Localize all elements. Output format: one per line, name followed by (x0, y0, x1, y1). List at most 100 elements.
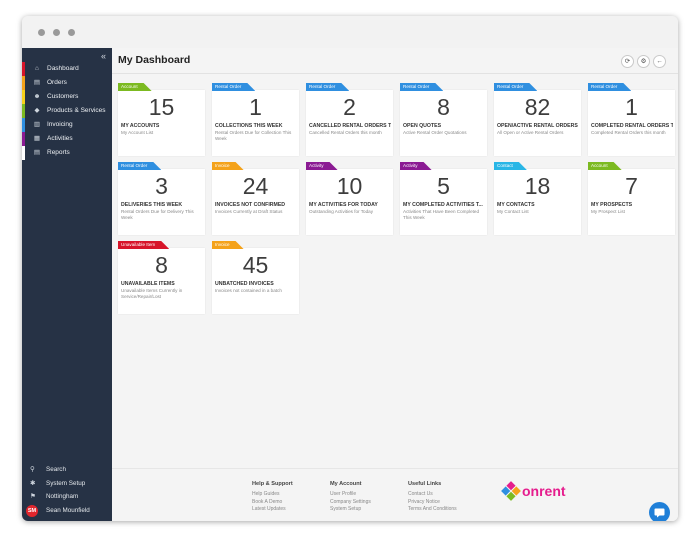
card-title: MY COMPLETED ACTIVITIES T... (403, 202, 483, 208)
sidebar-bottom-label: Sean Mounfield (46, 506, 90, 514)
card-description: My Account List (121, 130, 154, 135)
app-window: « ⌂ Dashboard ▤ Orders ☻ Customers ◆ Products &… (22, 16, 678, 521)
sidebar-item-customers[interactable]: ☻ Customers (22, 90, 112, 104)
card-count: 1 (249, 94, 262, 120)
refresh-icon: ⟳ (624, 58, 631, 65)
home-icon: ⌂ (35, 65, 39, 72)
card-title: OPEN/ACTIVE RENTAL ORDERS (497, 123, 578, 129)
dashboard-card[interactable]: Activity 5 MY COMPLETED ACTIVITIES T... Act… (400, 169, 487, 235)
footer-link-user-profile[interactable]: User Profile (330, 491, 357, 497)
card-category-tag: Account (588, 162, 622, 170)
dashboard-card[interactable]: Account 15 MY ACCOUNTS My Account List (118, 90, 205, 156)
footer-link-contact-us[interactable]: Contact Us (408, 491, 433, 497)
card-title: CANCELLED RENTAL ORDERS T... (309, 123, 391, 129)
window-dot-icon[interactable] (53, 29, 60, 36)
sidebar-bottom-sean-mounfield[interactable]: SM Sean Mounfield (22, 504, 112, 518)
card-category-tag: Rental Order (212, 83, 255, 91)
footer-link-privacy[interactable]: Privacy Notice (408, 498, 440, 505)
sidebar-item-orders[interactable]: ▤ Orders (22, 76, 112, 90)
refresh-button[interactable]: ⟳ (621, 55, 634, 68)
collapse-sidebar-icon[interactable]: « (100, 51, 106, 61)
footer-account-column: My Account User Profile Company Settings… (330, 481, 371, 514)
sidebar-bottom-system-setup[interactable]: ✱ System Setup (22, 477, 112, 491)
dashboard-card[interactable]: Invoice 24 INVOICES NOT CONFIRMED Invoices … (212, 169, 299, 235)
card-category-tag: Rental Order (306, 83, 349, 91)
avatar[interactable]: SM (26, 504, 38, 517)
dashboard-card[interactable]: Account 7 MY PROSPECTS My Prospect List (588, 169, 675, 235)
dashboard-card[interactable]: Invoice 45 UNBATCHED INVOICES Invoices not … (212, 248, 299, 314)
card-title: COLLECTIONS THIS WEEK (215, 123, 283, 129)
card-category-tag: Rental Order (494, 83, 537, 91)
card-description: Rental Orders Due for Collection This We… (215, 130, 292, 141)
settings-button[interactable]: ⚙ (637, 55, 650, 68)
sidebar-bottom-label: Nottingham (46, 493, 79, 500)
footer-link-system-setup[interactable]: System Setup (330, 506, 362, 512)
sidebar-item-reports[interactable]: ▤ Reports (22, 146, 112, 160)
back-arrow-icon: ← (656, 58, 663, 65)
card-title: COMPLETED RENTAL ORDERS T... (591, 123, 673, 129)
window-dot-icon[interactable] (38, 29, 45, 36)
sidebar-item-activities[interactable]: ▦ Activities (22, 132, 112, 146)
card-count: 18 (524, 173, 551, 199)
sidebar-bottom-nottingham[interactable]: ⚑ Nottingham (22, 490, 112, 504)
gear-icon: ⚙ (640, 58, 647, 65)
dashboard-card[interactable]: Activity 10 MY ACTIVITIES FOR TODAY Outstan… (306, 169, 393, 235)
card-category-tag: Unavailable Item (118, 241, 169, 249)
sidebar-bottom-search[interactable]: ⚲ Search (22, 463, 112, 477)
card-description: Outstanding Activities for Today (309, 209, 374, 214)
footer-heading: My Account (330, 481, 362, 487)
sidebar-item-invoicing[interactable]: ▥ Invoicing (22, 118, 112, 132)
card-description: Cancelled Rental Orders this month (309, 130, 382, 135)
logo-wordmark: onrent (522, 483, 566, 499)
card-title: OPEN QUOTES (403, 123, 442, 129)
dashboard-card[interactable]: Rental Order 82 OPEN/ACTIVE RENTAL ORDERS A… (494, 90, 581, 156)
sidebar-item-label: Dashboard (47, 65, 79, 72)
card-category-tag: Rental Order (400, 83, 443, 91)
card-category-tag: Activity (306, 162, 338, 170)
invoicing-icon: ▥ (33, 121, 41, 128)
footer-link-help-guides[interactable]: Help Guides (252, 491, 280, 497)
footer-link-book-demo[interactable]: Book A Demo (252, 498, 283, 505)
sidebar-item-products-services[interactable]: ◆ Products & Services (22, 104, 112, 118)
card-category-tag: Activity (400, 162, 432, 170)
card-count: 1 (625, 94, 638, 120)
dashboard-card[interactable]: Rental Order 3 DELIVERIES THIS WEEK Rental … (118, 169, 205, 235)
window-titlebar (22, 16, 678, 48)
card-title: INVOICES NOT CONFIRMED (215, 202, 286, 208)
products-icon: ◆ (34, 107, 40, 114)
card-description: Completed Rental Orders this month (591, 130, 666, 135)
dashboard-card[interactable]: Rental Order 1 COMPLETED RENTAL ORDERS T..… (588, 90, 675, 156)
dashboard-card[interactable]: Rental Order 1 COLLECTIONS THIS WEEK Rental… (212, 90, 299, 156)
footer-link-company-settings[interactable]: Company Settings (330, 498, 371, 505)
footer-link-terms[interactable]: Terms And Conditions (408, 506, 457, 512)
dashboard-card[interactable]: Contact 18 MY CONTACTS My Contact List (494, 169, 581, 235)
dashboard-card[interactable]: Rental Order 8 OPEN QUOTES Active Rental Or… (400, 90, 487, 156)
card-title: UNBATCHED INVOICES (215, 281, 274, 287)
card-count: 7 (625, 173, 638, 199)
card-title: MY ACCOUNTS (121, 123, 160, 129)
dashboard-card[interactable]: Unavailable Item 8 UNAVAILABLE ITEMS Unavai… (118, 248, 205, 314)
window-dot-icon[interactable] (68, 29, 75, 36)
footer-useful-column: Useful Links Contact Us Privacy Notice T… (408, 481, 457, 514)
card-description: Invoices Currently at Draft Status (215, 209, 283, 214)
orders-icon: ▤ (33, 79, 41, 86)
card-category-tag: Rental Order (588, 83, 631, 91)
card-count: 5 (437, 173, 450, 199)
sidebar-item-label: Activities (47, 135, 73, 142)
footer-link-latest-updates[interactable]: Latest Updates (252, 506, 286, 512)
dashboard-card[interactable]: Rental Order 2 CANCELLED RENTAL ORDERS T..… (306, 90, 393, 156)
card-description: Active Rental Order Quotations (403, 130, 467, 135)
card-count: 8 (437, 94, 450, 120)
sidebar-item-dashboard[interactable]: ⌂ Dashboard (22, 62, 112, 76)
card-description: All Open or Active Rental Orders (497, 130, 564, 135)
card-count: 82 (524, 94, 551, 120)
activities-icon: ▦ (33, 135, 41, 142)
chat-icon[interactable] (649, 502, 670, 521)
footer-heading: Useful Links (408, 481, 442, 487)
back-button[interactable]: ← (653, 55, 666, 68)
header-divider (112, 73, 678, 74)
footer: Help & Support Help Guides Book A Demo L… (112, 468, 678, 521)
card-description: Unavailable Items Currently in Service/R… (121, 288, 183, 299)
card-category-tag: Contact (494, 162, 527, 170)
card-count: 45 (242, 252, 269, 278)
